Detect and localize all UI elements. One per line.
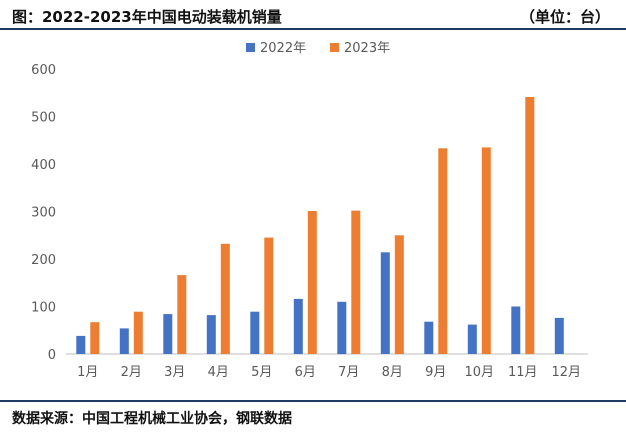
title-bar: 图：2022-2023年中国电动装载机销量 （单位：台）	[0, 0, 626, 30]
y-tick-label: 500	[31, 111, 56, 126]
bar-2022-11	[511, 306, 521, 354]
legend-swatch-1	[246, 43, 255, 52]
x-tick-label: 6月	[295, 365, 316, 380]
bar-2023-11	[525, 97, 535, 354]
bar-2022-7	[337, 301, 347, 355]
bar-2023-10	[481, 147, 491, 354]
bar-2023-2	[133, 311, 143, 354]
source-bar: 数据来源：中国工程机械工业协会，钢联数据	[0, 400, 626, 433]
legend-label-2: 2023年	[344, 41, 390, 56]
y-tick-label: 400	[31, 158, 56, 173]
y-tick-label: 600	[31, 63, 56, 78]
x-tick-label: 2月	[121, 365, 142, 380]
unit-label: （单位：台）	[519, 8, 610, 26]
y-tick-label: 0	[48, 348, 56, 363]
bar-2022-2	[119, 328, 129, 354]
bar-2023-4	[220, 243, 230, 354]
x-tick-label: 8月	[382, 365, 403, 380]
x-tick-label: 12月	[552, 365, 582, 380]
bar-2022-9	[424, 321, 434, 354]
bar-2022-5	[250, 311, 260, 354]
x-tick-label: 7月	[338, 365, 359, 380]
x-tick-label: 11月	[508, 365, 538, 380]
bar-2022-1	[76, 335, 86, 354]
x-tick-label: 5月	[251, 365, 272, 380]
legend-swatch-2	[330, 43, 339, 52]
x-tick-label: 3月	[164, 365, 185, 380]
bar-2022-12	[554, 317, 564, 354]
y-tick-label: 300	[31, 206, 56, 221]
bar-2022-4	[206, 315, 216, 354]
bar-2023-1	[90, 322, 100, 354]
data-source: 数据来源：中国工程机械工业协会，钢联数据	[12, 411, 292, 427]
bar-chart: 2022年 2023年 0 100 200 300 400 500 600 1月 2月 3月 4月 5月 6…	[31, 41, 588, 380]
bar-2023-3	[177, 275, 187, 354]
page-title: 图：2022-2023年中国电动装载机销量	[12, 8, 282, 26]
bar-2022-3	[163, 314, 173, 354]
bar-2023-5	[264, 237, 274, 354]
x-tick-label: 9月	[425, 365, 446, 380]
y-tick-label: 200	[31, 253, 56, 268]
bar-2022-8	[380, 252, 390, 354]
bar-2022-6	[293, 298, 303, 354]
x-tick-label: 1月	[77, 365, 98, 380]
bar-2023-6	[307, 211, 317, 354]
bar-2023-7	[351, 210, 361, 354]
x-tick-label: 4月	[208, 365, 229, 380]
bar-2022-10	[467, 324, 477, 354]
y-tick-label: 100	[31, 301, 56, 316]
legend-label-1: 2022年	[260, 41, 306, 56]
bar-2023-8	[394, 235, 404, 355]
bar-2023-9	[438, 148, 448, 354]
x-tick-label: 10月	[465, 365, 495, 380]
